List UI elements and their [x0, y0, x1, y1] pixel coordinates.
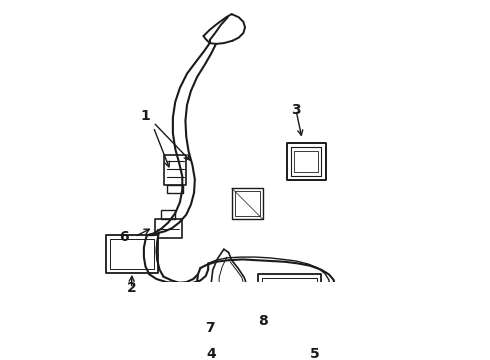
- Text: 4: 4: [206, 347, 216, 360]
- PathPatch shape: [164, 155, 186, 185]
- Text: 2: 2: [126, 282, 136, 296]
- Text: 5: 5: [310, 347, 319, 360]
- Text: 8: 8: [258, 314, 268, 328]
- PathPatch shape: [205, 321, 218, 331]
- Text: 7: 7: [205, 321, 215, 334]
- PathPatch shape: [296, 323, 334, 346]
- PathPatch shape: [155, 220, 181, 238]
- PathPatch shape: [106, 235, 158, 273]
- Text: 1: 1: [141, 109, 150, 123]
- Text: 6: 6: [119, 230, 128, 244]
- Text: 3: 3: [291, 103, 301, 117]
- PathPatch shape: [287, 143, 326, 180]
- PathPatch shape: [258, 274, 321, 306]
